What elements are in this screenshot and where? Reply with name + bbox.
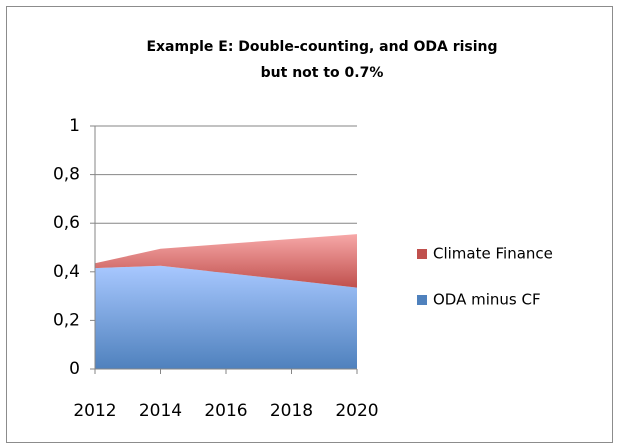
chart-border: [6, 6, 613, 443]
y-tick-label: 0,8: [53, 165, 80, 185]
y-tick-label: 0: [69, 359, 80, 379]
y-tick-label: 1: [69, 116, 80, 136]
chart-title: Example E: Double-counting, and ODA risi…: [146, 39, 497, 55]
x-tick-label: 2018: [270, 401, 313, 421]
chart-subtitle: but not to 0.7%: [261, 65, 384, 81]
legend-label: Climate Finance: [433, 245, 553, 263]
x-tick-label: 2012: [73, 401, 116, 421]
y-tick-label: 0,6: [53, 213, 80, 233]
legend-swatch: [417, 249, 427, 259]
x-tick-label: 2020: [335, 401, 378, 421]
legend-label: ODA minus CF: [433, 291, 541, 309]
x-tick-label: 2014: [139, 401, 182, 421]
area: [95, 234, 357, 288]
legend-swatch: [417, 295, 427, 305]
y-tick-label: 0,2: [53, 310, 80, 330]
x-tick-label: 2016: [204, 401, 247, 421]
y-tick-label: 0,4: [53, 262, 80, 282]
area: [95, 265, 357, 369]
